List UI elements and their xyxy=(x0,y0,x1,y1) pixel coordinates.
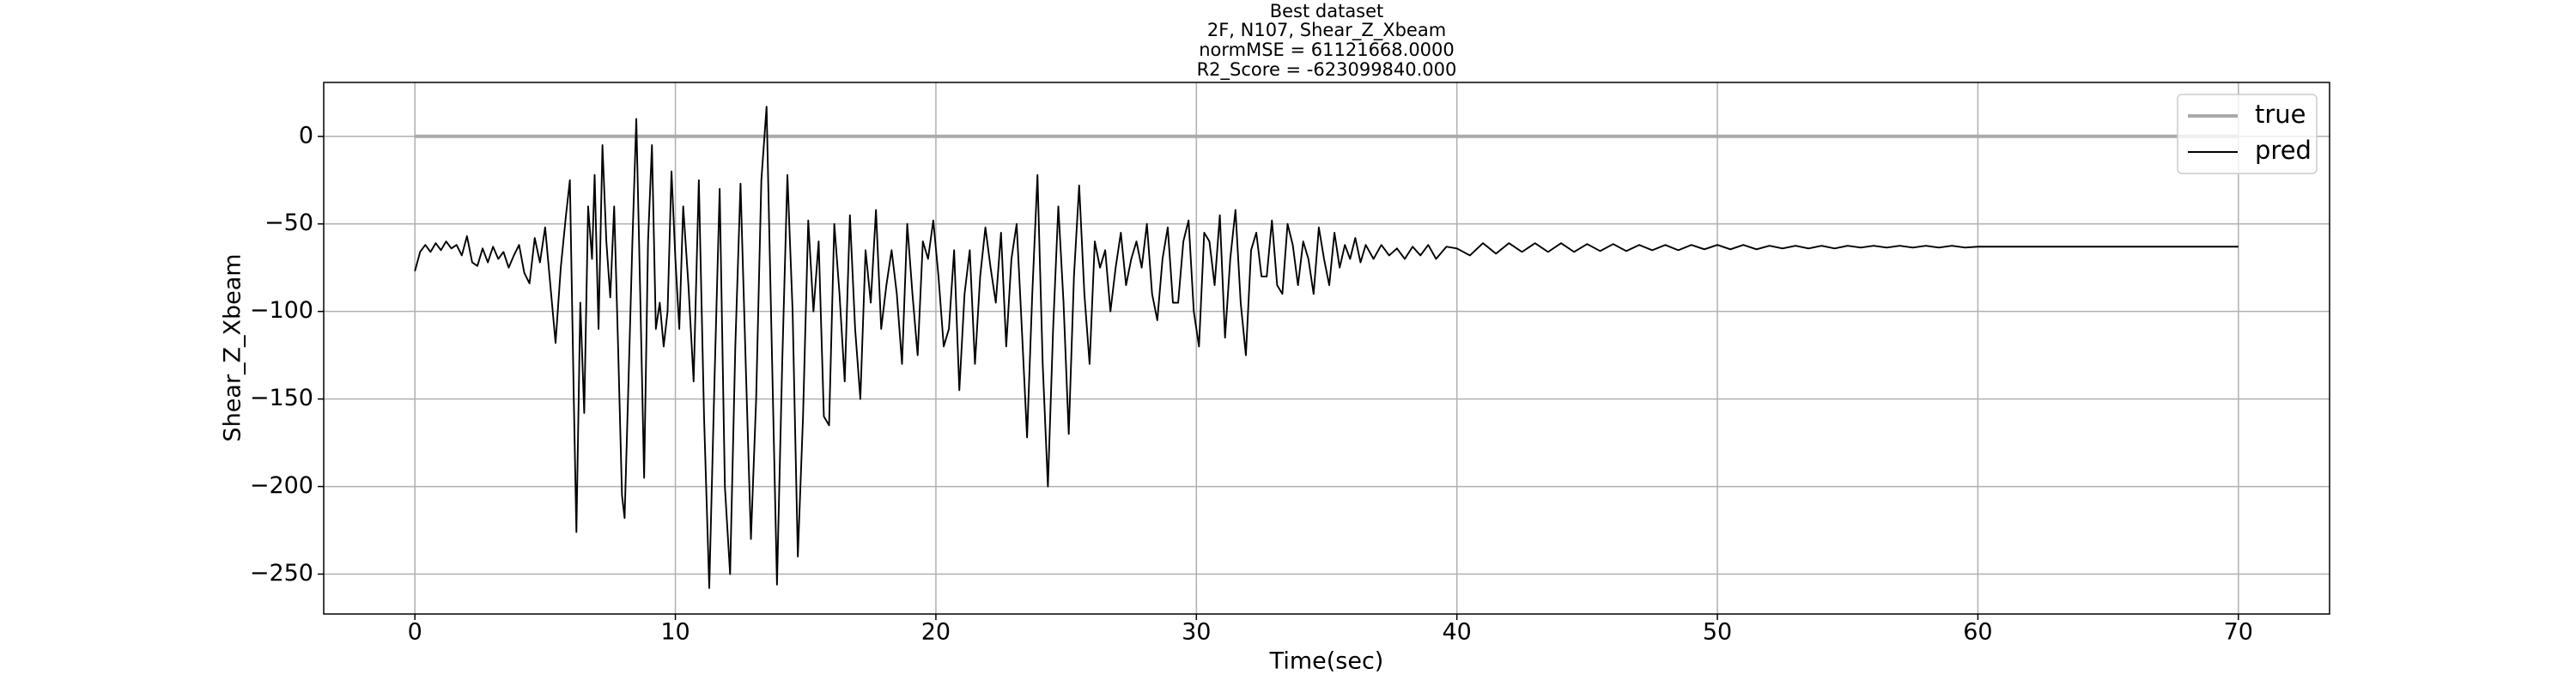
x-tick-label: 40 xyxy=(1443,619,1472,646)
x-tick-label: 30 xyxy=(1182,619,1211,646)
y-tick-label: −150 xyxy=(250,385,313,411)
y-tick-label: −100 xyxy=(250,297,313,324)
legend-label: pred xyxy=(2255,136,2312,165)
y-axis-label: Shear_Z_Xbeam xyxy=(220,253,246,441)
y-tick-label: −50 xyxy=(264,210,313,236)
x-tick-label: 20 xyxy=(921,619,951,646)
chart-subtitle: normMSE = 61121668.0000 xyxy=(1199,40,1455,60)
y-tick-label: 0 xyxy=(299,122,313,149)
x-tick-label: 50 xyxy=(1703,619,1732,646)
x-tick-label: 10 xyxy=(660,619,690,646)
line-1 xyxy=(414,106,2239,589)
chart-subtitle: 2F, N107, Shear_Z_Xbeam xyxy=(1207,20,1446,41)
plot-frame xyxy=(323,82,2330,615)
legend-label: true xyxy=(2255,100,2306,129)
y-tick-label: −200 xyxy=(250,472,313,499)
chart-title: Best dataset xyxy=(1270,1,1384,21)
y-tick-label: −250 xyxy=(250,560,313,587)
x-tick-label: 60 xyxy=(1963,619,1992,646)
x-tick-label: 70 xyxy=(2224,619,2253,646)
legend: true pred xyxy=(2177,94,2318,174)
chart-subtitle: R2_Score = -623099840.000 xyxy=(1197,59,1457,81)
x-axis-label: Time(sec) xyxy=(1269,648,1384,675)
x-tick-label: 0 xyxy=(408,619,422,646)
